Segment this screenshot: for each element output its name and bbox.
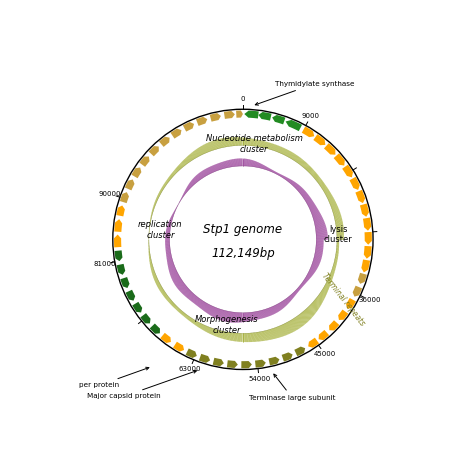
Text: lysis
cluster: lysis cluster <box>324 225 353 244</box>
Text: Major capsid protein: Major capsid protein <box>87 370 196 400</box>
Polygon shape <box>139 156 149 167</box>
Polygon shape <box>244 110 259 118</box>
Text: Thymidylate synthase: Thymidylate synthase <box>255 81 354 105</box>
Polygon shape <box>115 250 122 261</box>
Text: 81000: 81000 <box>93 261 116 267</box>
Text: Terminal repeats: Terminal repeats <box>319 272 366 328</box>
Polygon shape <box>342 164 353 177</box>
Text: 45000: 45000 <box>313 351 336 356</box>
Polygon shape <box>241 361 252 368</box>
Polygon shape <box>294 346 305 356</box>
Text: per protein: per protein <box>79 367 149 388</box>
Polygon shape <box>349 177 360 190</box>
Polygon shape <box>227 360 238 368</box>
Polygon shape <box>199 354 210 363</box>
Polygon shape <box>353 286 362 297</box>
Polygon shape <box>132 302 142 312</box>
Polygon shape <box>140 313 151 323</box>
Polygon shape <box>258 112 272 120</box>
Polygon shape <box>363 218 371 231</box>
Polygon shape <box>224 111 235 119</box>
Polygon shape <box>360 203 369 217</box>
Polygon shape <box>319 330 329 340</box>
Polygon shape <box>210 113 221 122</box>
Text: 9000: 9000 <box>302 113 320 119</box>
Polygon shape <box>196 117 207 126</box>
Polygon shape <box>173 342 184 352</box>
Polygon shape <box>213 358 224 366</box>
Polygon shape <box>114 235 121 247</box>
Polygon shape <box>116 205 125 217</box>
Polygon shape <box>159 137 170 147</box>
Polygon shape <box>356 190 365 203</box>
Text: 0: 0 <box>241 96 245 102</box>
Polygon shape <box>365 232 372 245</box>
Polygon shape <box>183 122 194 132</box>
Polygon shape <box>125 180 135 191</box>
Text: Morphogenesis
cluster: Morphogenesis cluster <box>195 315 259 335</box>
Polygon shape <box>150 323 160 334</box>
Polygon shape <box>120 192 129 203</box>
Polygon shape <box>255 360 266 368</box>
Polygon shape <box>329 320 339 330</box>
Polygon shape <box>236 110 243 118</box>
Text: 54000: 54000 <box>248 376 270 382</box>
Text: 63000: 63000 <box>179 366 201 373</box>
Polygon shape <box>364 246 372 259</box>
Polygon shape <box>282 352 292 362</box>
Text: 112,149bp: 112,149bp <box>211 247 275 260</box>
Text: Terminase large subunit: Terminase large subunit <box>249 374 336 401</box>
Text: Nucleotide metabolism
cluster: Nucleotide metabolism cluster <box>206 135 302 154</box>
Polygon shape <box>358 273 367 284</box>
Polygon shape <box>324 143 336 155</box>
Polygon shape <box>126 290 135 301</box>
Polygon shape <box>117 264 125 275</box>
Text: 90000: 90000 <box>99 191 121 197</box>
Text: replication
cluster: replication cluster <box>138 220 182 239</box>
Polygon shape <box>302 127 314 137</box>
Polygon shape <box>308 337 319 348</box>
Polygon shape <box>171 128 182 138</box>
Polygon shape <box>286 120 302 131</box>
Polygon shape <box>272 115 285 124</box>
Polygon shape <box>346 298 356 309</box>
Polygon shape <box>361 259 370 273</box>
Polygon shape <box>114 219 122 232</box>
Polygon shape <box>131 167 141 178</box>
Polygon shape <box>268 357 280 365</box>
Polygon shape <box>186 348 197 358</box>
Polygon shape <box>338 310 348 320</box>
Polygon shape <box>334 154 345 165</box>
Text: Stp1 genome: Stp1 genome <box>203 223 283 237</box>
Polygon shape <box>313 134 325 145</box>
Polygon shape <box>120 277 129 288</box>
Polygon shape <box>148 146 159 156</box>
Polygon shape <box>160 333 171 343</box>
Text: 36000: 36000 <box>358 297 381 303</box>
